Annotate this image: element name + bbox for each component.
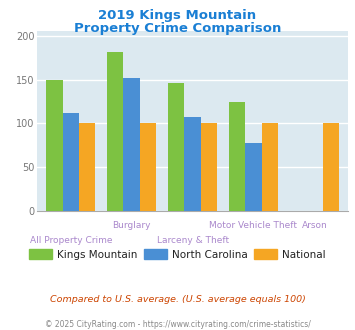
Text: Larceny & Theft: Larceny & Theft	[157, 236, 229, 246]
Bar	[168, 83, 184, 211]
Bar	[140, 123, 156, 211]
Text: 2019 Kings Mountain: 2019 Kings Mountain	[98, 9, 257, 22]
Bar	[229, 102, 245, 211]
Bar	[184, 117, 201, 211]
Bar	[124, 78, 140, 211]
Text: All Property Crime: All Property Crime	[29, 236, 112, 246]
Text: © 2025 CityRating.com - https://www.cityrating.com/crime-statistics/: © 2025 CityRating.com - https://www.city…	[45, 320, 310, 329]
Text: Property Crime Comparison: Property Crime Comparison	[74, 22, 281, 35]
Text: Burglary: Burglary	[113, 221, 151, 230]
Text: Compared to U.S. average. (U.S. average equals 100): Compared to U.S. average. (U.S. average …	[50, 295, 305, 304]
Bar	[323, 123, 339, 211]
Legend: Kings Mountain, North Carolina, National: Kings Mountain, North Carolina, National	[25, 245, 330, 264]
Bar	[107, 52, 124, 211]
Bar	[262, 123, 278, 211]
Text: Motor Vehicle Theft: Motor Vehicle Theft	[209, 221, 297, 230]
Bar	[46, 81, 62, 211]
Bar	[62, 113, 79, 211]
Text: Arson: Arson	[301, 221, 327, 230]
Bar	[79, 123, 95, 211]
Bar	[201, 123, 217, 211]
Bar	[245, 143, 262, 211]
